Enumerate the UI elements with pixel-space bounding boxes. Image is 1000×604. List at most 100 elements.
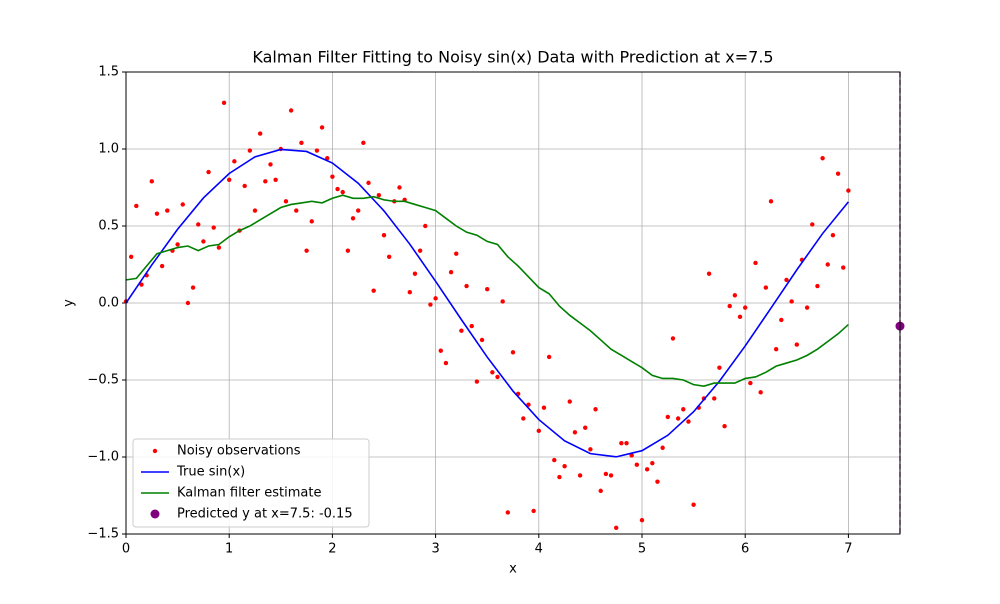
data-point [268, 162, 273, 167]
data-point [794, 342, 799, 347]
data-point [835, 171, 841, 176]
data-point [314, 148, 320, 153]
data-point [804, 305, 810, 310]
data-point [397, 185, 402, 190]
x-tick-label: 1 [225, 542, 233, 557]
data-point [681, 407, 686, 412]
data-point [159, 263, 165, 269]
data-point [598, 488, 603, 494]
data-point [505, 510, 511, 515]
data-point [376, 193, 382, 198]
data-point [180, 202, 185, 207]
data-point [562, 464, 567, 469]
data-point [634, 462, 640, 467]
x-tick-label: 2 [328, 542, 336, 557]
data-point [139, 282, 144, 287]
x-tick-label: 4 [535, 542, 543, 557]
data-point [448, 270, 454, 275]
data-point [340, 189, 345, 195]
data-point [247, 148, 253, 153]
data-point [536, 428, 541, 434]
data-point [675, 416, 681, 421]
data-point [753, 260, 758, 266]
data-point [815, 283, 820, 289]
x-tick-label: 0 [122, 542, 130, 557]
x-tick-label: 7 [844, 542, 852, 557]
data-point [644, 467, 650, 472]
data-point [211, 225, 216, 230]
data-point [495, 374, 500, 380]
data-point [454, 251, 459, 256]
data-point [134, 203, 139, 209]
data-point [206, 169, 211, 175]
y-tick-label: 1.0 [98, 142, 119, 157]
data-point [758, 390, 763, 395]
data-point [485, 286, 490, 292]
data-point [196, 222, 201, 227]
y-tick-label: −1.5 [87, 527, 119, 542]
legend-label: Predicted y at x=7.5: -0.15 [177, 507, 353, 522]
data-point [577, 473, 583, 478]
data-point [820, 156, 825, 161]
data-point [727, 303, 732, 309]
data-point [185, 300, 191, 306]
data-point [469, 323, 474, 329]
data-point [521, 416, 526, 421]
data-point [175, 242, 180, 247]
data-point [830, 233, 836, 238]
data-point [665, 414, 670, 420]
data-point [304, 248, 309, 253]
data-point [763, 285, 769, 290]
data-point [784, 277, 789, 283]
legend-label: Kalman filter estimate [177, 486, 321, 501]
data-point [227, 177, 232, 182]
data-point [309, 219, 314, 224]
chart-title: Kalman Filter Fitting to Noisy sin(x) Da… [252, 48, 773, 67]
data-point [691, 502, 696, 507]
data-point [743, 305, 748, 310]
data-point [438, 348, 443, 353]
data-point [655, 479, 660, 484]
data-point [252, 208, 258, 213]
data-point [572, 430, 578, 435]
data-point [407, 290, 412, 295]
data-point [263, 179, 268, 184]
y-tick-label: −1.0 [87, 450, 119, 465]
data-point [639, 517, 645, 523]
y-tick-label: −0.5 [87, 373, 119, 388]
data-point [768, 199, 774, 204]
data-point [588, 447, 593, 452]
data-point [706, 271, 712, 276]
data-point [154, 211, 160, 216]
data-point [242, 183, 247, 189]
x-tick-label: 5 [638, 542, 646, 557]
data-point [417, 248, 423, 253]
legend-label: Noisy observations [177, 444, 301, 459]
axes-frame [125, 71, 901, 535]
data-point [510, 350, 516, 355]
data-point [149, 179, 154, 184]
legend-box [132, 438, 370, 528]
data-point [190, 285, 196, 290]
legend-swatch [152, 448, 158, 454]
data-point [614, 525, 619, 531]
data-point [650, 460, 655, 466]
data-point [386, 254, 392, 259]
data-point [841, 265, 846, 270]
data-point [531, 508, 536, 514]
data-point [361, 140, 366, 146]
data-point [345, 248, 351, 253]
data-point [557, 474, 562, 480]
x-tick-label: 3 [431, 542, 439, 557]
data-point [737, 314, 743, 320]
data-point [350, 216, 356, 221]
data-point [779, 317, 784, 323]
data-point [624, 440, 629, 446]
data-point [603, 471, 609, 477]
data-point [717, 365, 722, 370]
data-point [748, 380, 753, 386]
y-tick-label: 0.5 [98, 219, 119, 234]
data-point [541, 405, 547, 410]
series-line [125, 194, 849, 387]
